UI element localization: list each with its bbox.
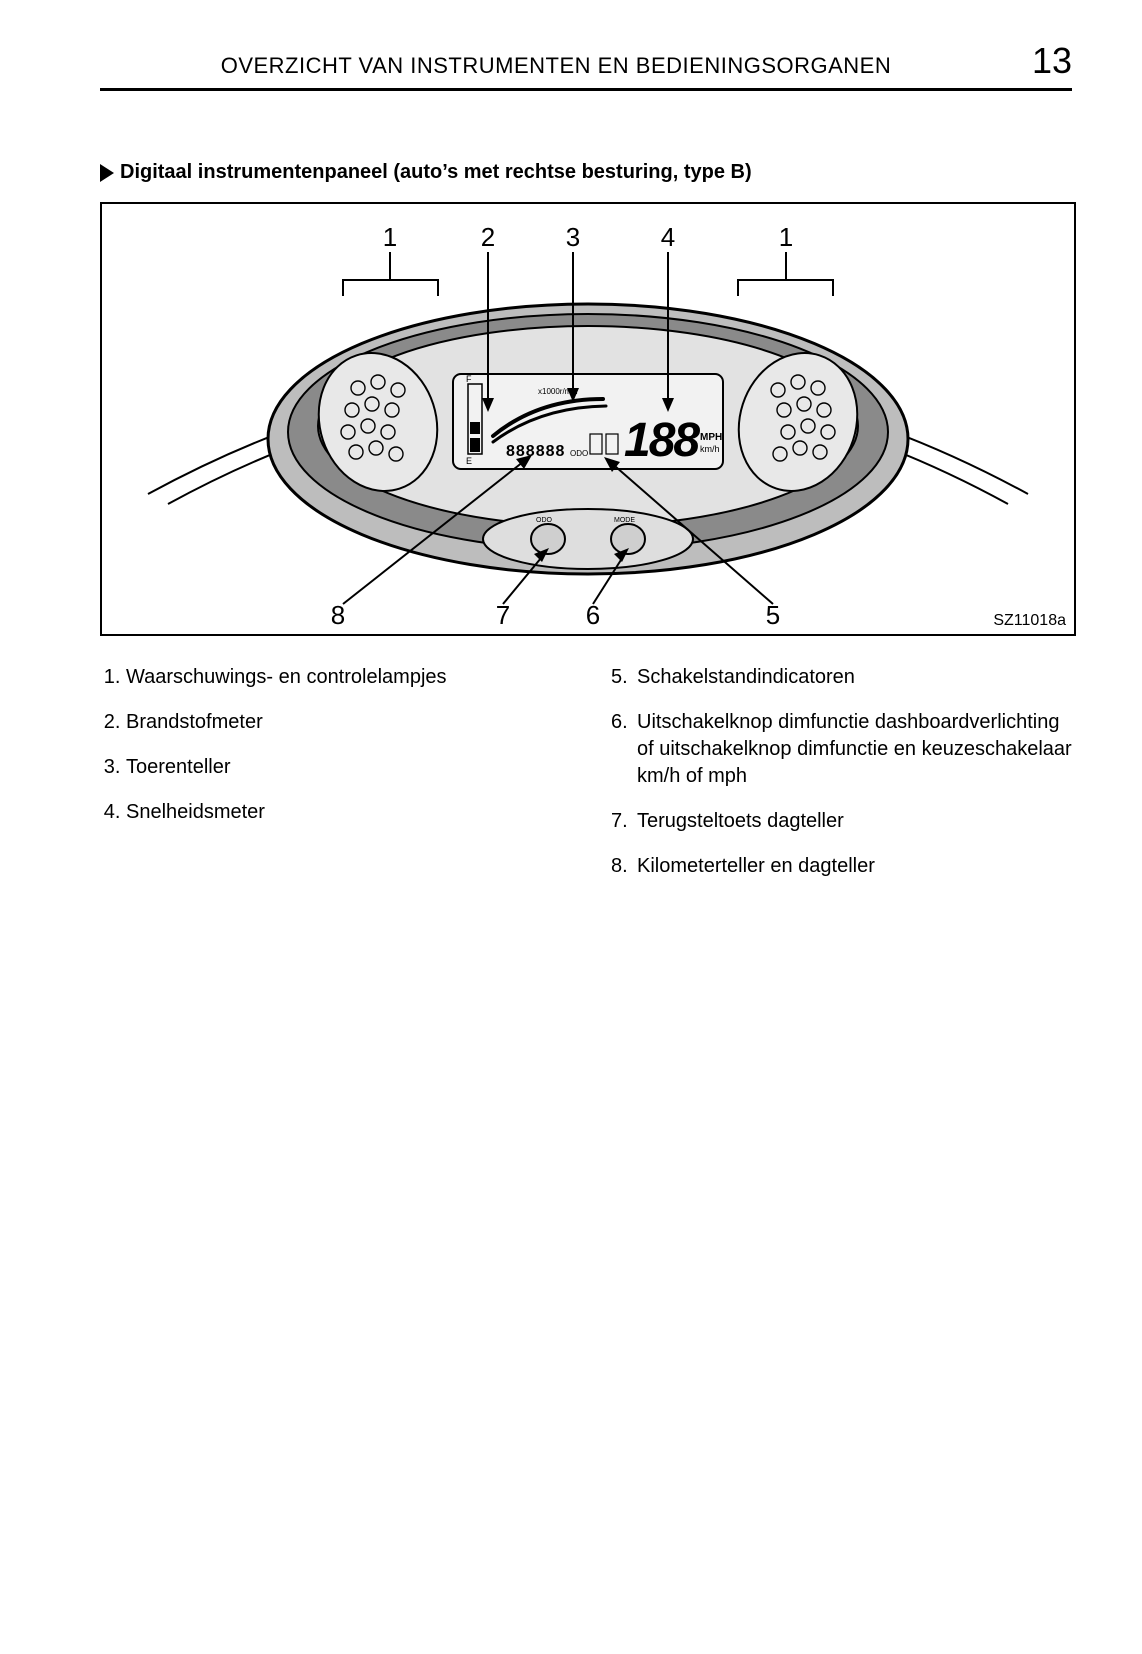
figure-id-label: SZ11018a [993,612,1066,630]
svg-text:MODE: MODE [614,517,635,524]
legend-item: Toerenteller [126,754,561,781]
instrument-panel-figure: F E x1000r/min 888888 ODO 188 MPH km/h [100,202,1076,636]
svg-text:6: 6 [586,600,600,630]
legend-left-column: Waarschuwings- en controlelampjes Brands… [100,664,561,898]
legend-item: Kilometerteller en dagteller [611,853,1072,880]
svg-text:E: E [466,456,472,466]
svg-text:2: 2 [481,222,495,252]
legend-item: Schakelstandindicatoren [611,664,1072,691]
instrument-panel-svg: F E x1000r/min 888888 ODO 188 MPH km/h [102,204,1074,634]
svg-text:7: 7 [496,600,510,630]
header-title: OVERZICHT VAN INSTRUMENTEN EN BEDIENINGS… [100,53,1012,79]
svg-text:5: 5 [766,600,780,630]
svg-text:F: F [466,374,472,384]
legend-item: Brandstofmeter [126,709,561,736]
page-number: 13 [1032,40,1072,82]
legend-item: Waarschuwings- en controlelampjes [126,664,561,691]
legend-right-column: Schakelstandindicatoren Uitschakelknop d… [611,664,1072,898]
svg-text:1: 1 [383,222,397,252]
section-title-text: Digitaal instrumentenpaneel (auto’s met … [120,161,752,184]
legend-item: Uitschakelknop dimfunctie dashboardverli… [611,709,1072,790]
svg-text:ODO: ODO [536,517,553,524]
section-title: Digitaal instrumentenpaneel (auto’s met … [100,161,1072,184]
svg-text:ODO: ODO [570,449,588,458]
svg-text:1: 1 [779,222,793,252]
legend-item: Snelheidsmeter [126,799,561,826]
page-header: OVERZICHT VAN INSTRUMENTEN EN BEDIENINGS… [100,40,1072,91]
legend: Waarschuwings- en controlelampjes Brands… [100,664,1072,898]
svg-text:4: 4 [661,222,675,252]
svg-text:km/h: km/h [700,444,720,454]
svg-text:MPH: MPH [700,432,722,443]
svg-text:888888: 888888 [506,443,565,460]
legend-item: Terugsteltoets dagteller [611,808,1072,835]
svg-text:8: 8 [331,600,345,630]
triangle-bullet-icon [100,164,114,182]
svg-text:3: 3 [566,222,580,252]
svg-text:188: 188 [624,414,700,467]
